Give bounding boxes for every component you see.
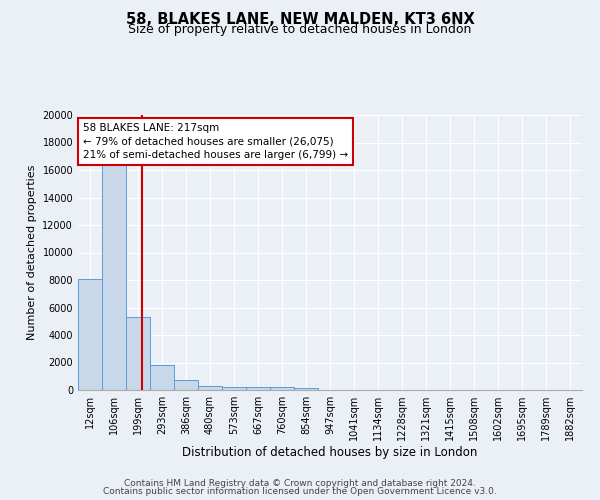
Bar <box>150 364 174 390</box>
Bar <box>222 387 246 390</box>
Text: 58, BLAKES LANE, NEW MALDEN, KT3 6NX: 58, BLAKES LANE, NEW MALDEN, KT3 6NX <box>125 12 475 28</box>
Y-axis label: Number of detached properties: Number of detached properties <box>27 165 37 340</box>
Bar <box>246 387 270 390</box>
Bar <box>270 387 294 390</box>
Bar <box>294 388 318 390</box>
Text: 58 BLAKES LANE: 217sqm
← 79% of detached houses are smaller (26,075)
21% of semi: 58 BLAKES LANE: 217sqm ← 79% of detached… <box>83 123 348 160</box>
Text: Contains HM Land Registry data © Crown copyright and database right 2024.: Contains HM Land Registry data © Crown c… <box>124 478 476 488</box>
Bar <box>198 386 222 390</box>
Text: Contains public sector information licensed under the Open Government Licence v3: Contains public sector information licen… <box>103 487 497 496</box>
Bar <box>78 278 102 390</box>
Bar <box>174 380 198 390</box>
Text: Size of property relative to detached houses in London: Size of property relative to detached ho… <box>128 22 472 36</box>
Bar <box>126 317 150 390</box>
Bar <box>102 163 126 390</box>
X-axis label: Distribution of detached houses by size in London: Distribution of detached houses by size … <box>182 446 478 459</box>
